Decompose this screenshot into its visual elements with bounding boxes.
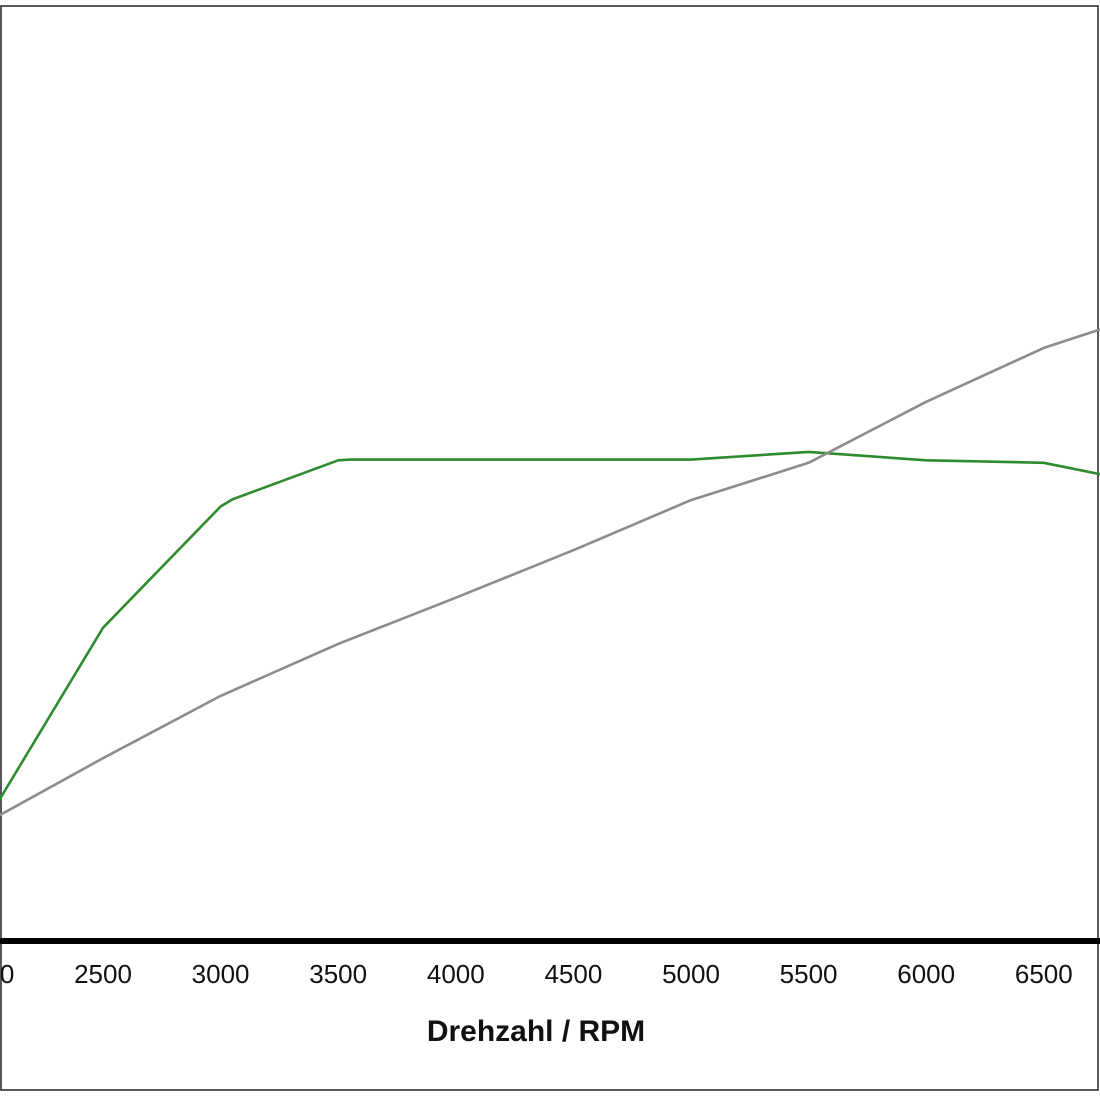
series-line-1 (0, 450, 1100, 802)
x-tick-label-6000: 6000 (897, 959, 955, 989)
x-tick-label-5000: 5000 (662, 959, 720, 989)
x-axis-title: Drehzahl / RPM (427, 1015, 645, 1048)
series-2 (0, 328, 1100, 817)
series-line-2 (0, 328, 1100, 817)
x-tick-labels: 2000 2500 3000 3500 4000 4500 5000 5500 6000 6500 (0, 959, 1073, 989)
chart-border (0, 5, 1099, 1091)
x-tick-label-4500: 4500 (544, 959, 602, 989)
x-tick-label-5500: 5500 (780, 959, 838, 989)
x-tick-label-3000: 3000 (192, 959, 250, 989)
series-layer (0, 328, 1100, 817)
x-tick-label-4000: 4000 (427, 959, 485, 989)
x-tick-label-2500: 2500 (74, 959, 132, 989)
x-tick-label-3500: 3500 (309, 959, 367, 989)
series-1 (0, 450, 1100, 802)
x-tick-label-2000: 2000 (0, 959, 14, 989)
x-tick-label-6500: 6500 (1015, 959, 1073, 989)
